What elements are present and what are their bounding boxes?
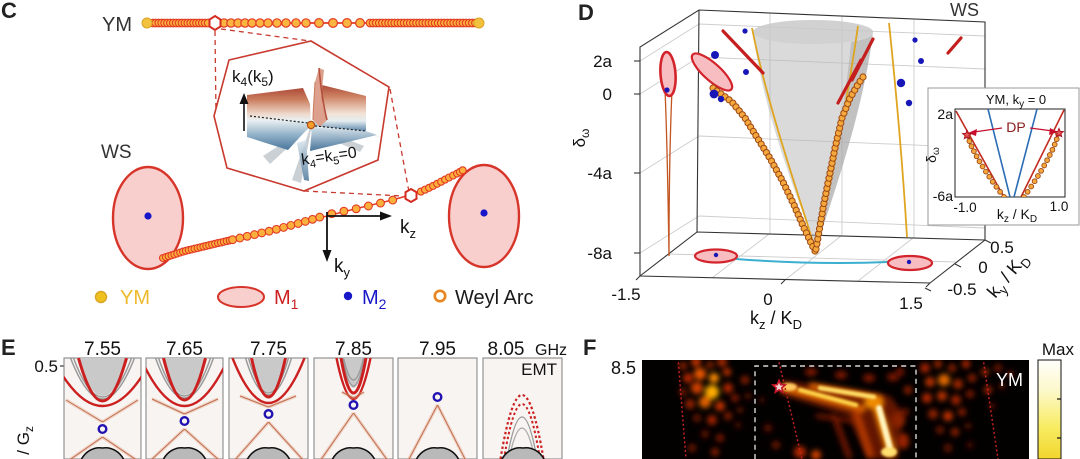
svg-text:2a: 2a — [593, 52, 612, 71]
svg-text:8.5: 8.5 — [611, 358, 636, 378]
svg-text:7.75: 7.75 — [250, 339, 287, 360]
svg-text:0: 0 — [978, 258, 987, 277]
svg-text:0.5: 0.5 — [990, 238, 1014, 257]
svg-text:8.05: 8.05 — [488, 339, 525, 360]
svg-text:-4a: -4a — [587, 164, 612, 183]
svg-text:E: E — [1, 335, 16, 360]
svg-text:EMT: EMT — [521, 360, 557, 379]
svg-text:YM: YM — [996, 370, 1023, 390]
svg-text:F: F — [583, 335, 596, 360]
svg-text:7.65: 7.65 — [166, 339, 203, 360]
svg-text:C: C — [1, 0, 17, 23]
svg-text:0: 0 — [763, 290, 772, 309]
svg-text:1.5: 1.5 — [899, 294, 923, 313]
svg-text:WS: WS — [101, 142, 132, 163]
svg-text:WS: WS — [950, 0, 979, 20]
svg-text:-0.5: -0.5 — [947, 280, 976, 299]
svg-text:YM, ky = 0: YM, ky = 0 — [986, 92, 1046, 110]
svg-text:0: 0 — [603, 85, 612, 104]
svg-text:k4(k5): k4(k5) — [232, 67, 274, 89]
svg-text:7.95: 7.95 — [419, 339, 456, 360]
svg-text:DP: DP — [1006, 119, 1025, 135]
svg-text:GHz: GHz — [535, 342, 567, 359]
svg-text:7.85: 7.85 — [335, 339, 372, 360]
svg-text:kz / Gz: kz / Gz — [14, 426, 36, 459]
svg-text:0.5: 0.5 — [34, 357, 58, 376]
svg-text:YM: YM — [120, 287, 150, 309]
svg-text:D: D — [578, 0, 594, 25]
svg-text:YM: YM — [102, 14, 132, 36]
svg-text:Max: Max — [1042, 340, 1075, 359]
svg-text:-6a: -6a — [933, 188, 953, 204]
svg-text:2a: 2a — [937, 106, 953, 122]
svg-text:7.55: 7.55 — [84, 339, 121, 360]
svg-text:-1.5: -1.5 — [611, 285, 640, 304]
svg-text:1.0: 1.0 — [1050, 199, 1069, 214]
svg-text:Weyl Arc: Weyl Arc — [455, 287, 534, 309]
svg-text:-8a: -8a — [587, 244, 612, 263]
svg-text:-1.0: -1.0 — [953, 200, 976, 215]
